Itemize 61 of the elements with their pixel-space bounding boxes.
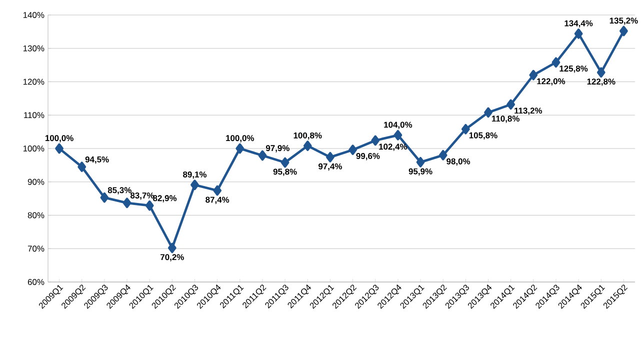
data-label: 100,8% (294, 132, 322, 140)
point (596, 67, 606, 78)
data-label: 70,2% (160, 254, 184, 262)
y-tick-label: 140% (23, 12, 44, 18)
point (213, 185, 222, 196)
data-label: 85,3% (108, 187, 132, 194)
y-tick-label: 110% (24, 112, 44, 118)
point (552, 57, 560, 68)
y-tick-label: 100% (23, 146, 44, 152)
data-label: 98,0% (446, 158, 470, 166)
point (122, 198, 132, 208)
point (303, 140, 312, 152)
point (574, 28, 583, 39)
point (506, 99, 516, 110)
point (258, 150, 267, 161)
data-label: 125,8% (560, 66, 588, 73)
point (484, 107, 492, 118)
point (529, 70, 538, 80)
point (394, 130, 402, 140)
point (190, 180, 199, 190)
y-tick-label: 90% (28, 178, 44, 185)
data-label: 134,4% (564, 20, 593, 28)
point (55, 143, 64, 154)
data-label: 135,2% (610, 18, 638, 25)
y-tick-label: 130% (23, 45, 44, 52)
data-label: 87,4% (206, 196, 230, 204)
point (280, 157, 290, 168)
point (100, 192, 109, 203)
data-label: 122,0% (537, 78, 566, 86)
y-tick-label: 80% (28, 212, 44, 218)
point (371, 135, 380, 146)
data-label: 95,8% (273, 168, 297, 176)
data-label: 83,7% (130, 192, 154, 200)
data-label: 100,0% (45, 135, 74, 142)
point (145, 200, 154, 211)
point (620, 26, 628, 36)
data-label: 105,8% (469, 132, 498, 140)
data-label: 122,8% (587, 78, 616, 86)
point (461, 124, 470, 134)
data-label: 82,9% (153, 195, 177, 202)
data-label: 99,6% (356, 153, 380, 160)
data-label: 113,2% (514, 108, 542, 115)
data-label: 95,9% (408, 168, 432, 176)
point (78, 162, 86, 172)
data-label: 100,0% (226, 135, 254, 142)
data-label: 97,4% (318, 163, 342, 171)
data-label: 104,0% (384, 122, 412, 129)
point (326, 152, 334, 162)
y-tick-label: 60% (28, 279, 44, 285)
y-tick-label: 70% (28, 246, 44, 252)
point (236, 143, 244, 154)
point (348, 144, 357, 156)
y-tick-label: 120% (23, 78, 44, 85)
data-label: 89,1% (183, 171, 207, 179)
data-label: 110,8% (492, 116, 520, 123)
data-label: 102,4% (379, 144, 408, 151)
point (438, 150, 448, 160)
point (168, 242, 176, 254)
data-label: 94,5% (85, 156, 109, 164)
point (416, 157, 425, 168)
data-label: 97,9% (266, 145, 290, 152)
